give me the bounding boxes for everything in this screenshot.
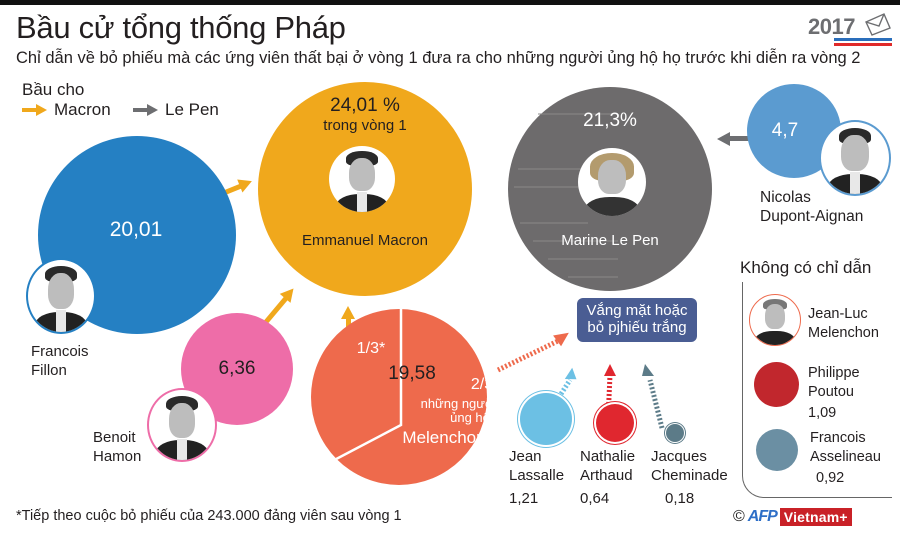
flag-stripe-blue — [834, 38, 892, 41]
cheminade-name-line2: Cheminade — [651, 467, 728, 484]
lassalle-value: 1,21 — [509, 490, 539, 507]
hamon-name-line2: Hamon — [93, 448, 142, 465]
jl-melenchon-name: Jean-Luc Melenchon — [808, 305, 879, 343]
fillon-name-line1: Francois — [31, 343, 89, 360]
jl-melenchon-name-line2: Melenchon — [808, 325, 879, 341]
melenchon-value: 19,58 — [388, 363, 436, 384]
abstain-line1: Vắng mặt hoặc — [586, 302, 688, 319]
arthaud-circle — [596, 404, 634, 442]
asselineau-name-line2: Asselineau — [810, 449, 881, 465]
lepen-name: Marine Le Pen — [561, 232, 659, 249]
footnote: *Tiếp theo cuộc bỏ phiếu của 243.000 đản… — [16, 508, 402, 524]
legend-label: Macron — [54, 100, 111, 119]
logo-year: 2017 — [808, 14, 855, 39]
afp-logo: AFP — [747, 508, 778, 525]
asselineau-name-line1: Francois — [810, 430, 866, 446]
page-title: Bầu cử tổng thống Pháp — [16, 10, 346, 45]
abstain-box: Vắng mặt hoặc bỏ pjhiếu trắng — [577, 298, 697, 342]
poutou-name-line1: Philippe — [808, 365, 860, 381]
melenchon-two-thirds-line3: Melenchon — [402, 428, 486, 447]
macron-sub: trong vòng 1 — [323, 117, 407, 134]
arthaud-name-line1: Nathalie — [580, 448, 636, 465]
melenchon-pie — [311, 307, 487, 485]
asselineau-value: 0,92 — [816, 470, 845, 486]
melenchon-portrait — [749, 294, 801, 346]
cheminade-label: Jacques Cheminade 0,18 — [651, 447, 728, 508]
hamon-name: Benoit Hamon — [93, 428, 141, 466]
legend-item-macron: Macron — [22, 100, 111, 120]
macron-value: 24,01 % — [330, 95, 400, 116]
arthaud-name-line2: Arthaud — [580, 467, 633, 484]
hamon-portrait — [147, 388, 217, 462]
copyright-icon: © — [733, 508, 745, 525]
cheminade-circle — [666, 424, 684, 442]
abstain-line2: bỏ pjhiếu trắng — [587, 319, 687, 336]
lepen-value: 21,3% — [583, 110, 637, 131]
arrow-right-icon — [22, 104, 48, 116]
page-subtitle: Chỉ dẫn về bỏ phiếu mà các ứng viên thất… — [16, 49, 861, 67]
lassalle-name-line2: Lassalle — [509, 467, 565, 484]
legend-title: Bầu cho — [22, 80, 85, 99]
arthaud-label: Nathalie Arthaud 0,64 — [580, 447, 635, 508]
fillon-value: 20,01 — [109, 218, 163, 241]
lepen-portrait — [578, 148, 646, 216]
arthaud-value: 0,64 — [580, 490, 610, 507]
legend-item-lepen: Le Pen — [133, 100, 219, 120]
jl-melenchon-name-line1: Jean-Luc — [808, 306, 868, 322]
poutou-value: 1,09 — [808, 405, 837, 421]
melenchon-one-third: 1/3* — [356, 340, 386, 357]
lassalle-name-line1: Jean — [509, 448, 542, 465]
vietnamplus-logo: Vietnam+ — [779, 508, 852, 526]
dupont-aignan-value: 4,7 — [771, 120, 799, 141]
cheminade-value: 0,18 — [665, 490, 695, 507]
hamon-name-line1: Benoit — [93, 429, 136, 446]
envelope-icon — [865, 13, 891, 36]
melenchon-two-thirds-line2: ủng hộ — [450, 410, 490, 425]
melenchon-two-thirds: 2/3 — [470, 376, 494, 393]
hamon-value: 6,36 — [218, 358, 256, 379]
dupont-aignan-name: Nicolas Dupont-Aignan — [760, 188, 863, 226]
legend-label: Le Pen — [165, 100, 219, 119]
asselineau-label: Francois Asselineau 0,92 — [810, 429, 881, 488]
dupont-aignan-portrait — [819, 120, 891, 196]
dupont-aignan-name-line2: Dupont-Aignan — [760, 208, 864, 225]
lassalle-circle — [520, 393, 572, 445]
credit: © AFP Vietnam+ — [733, 508, 852, 526]
fillon-name: Francois Fillon — [31, 342, 89, 380]
election-2017-logo: 2017 — [808, 12, 892, 46]
asselineau-circle — [756, 429, 798, 471]
melenchon-two-thirds-line1: những người — [420, 396, 497, 411]
poutou-circle — [754, 362, 799, 407]
lepen-stripes — [514, 113, 618, 278]
dupont-aignan-name-line1: Nicolas — [760, 189, 811, 206]
lassalle-label: Jean Lassalle 1,21 — [509, 447, 564, 508]
no-guidance-border — [742, 282, 892, 498]
top-bar — [0, 0, 900, 5]
arrow-right-icon — [133, 104, 159, 116]
flag-stripe-red — [834, 43, 892, 46]
cheminade-name-line1: Jacques — [651, 448, 707, 465]
poutou-name-line2: Poutou — [808, 384, 854, 400]
macron-portrait — [329, 146, 395, 212]
macron-name: Emmanuel Macron — [302, 232, 428, 249]
no-guidance-title: Không có chỉ dẫn — [740, 258, 872, 277]
fillon-name-line2: Fillon — [31, 362, 67, 379]
poutou-label: Philippe Poutou 1,09 — [808, 364, 860, 423]
fillon-portrait — [26, 258, 96, 334]
flag-stripe-white — [834, 41, 892, 43]
